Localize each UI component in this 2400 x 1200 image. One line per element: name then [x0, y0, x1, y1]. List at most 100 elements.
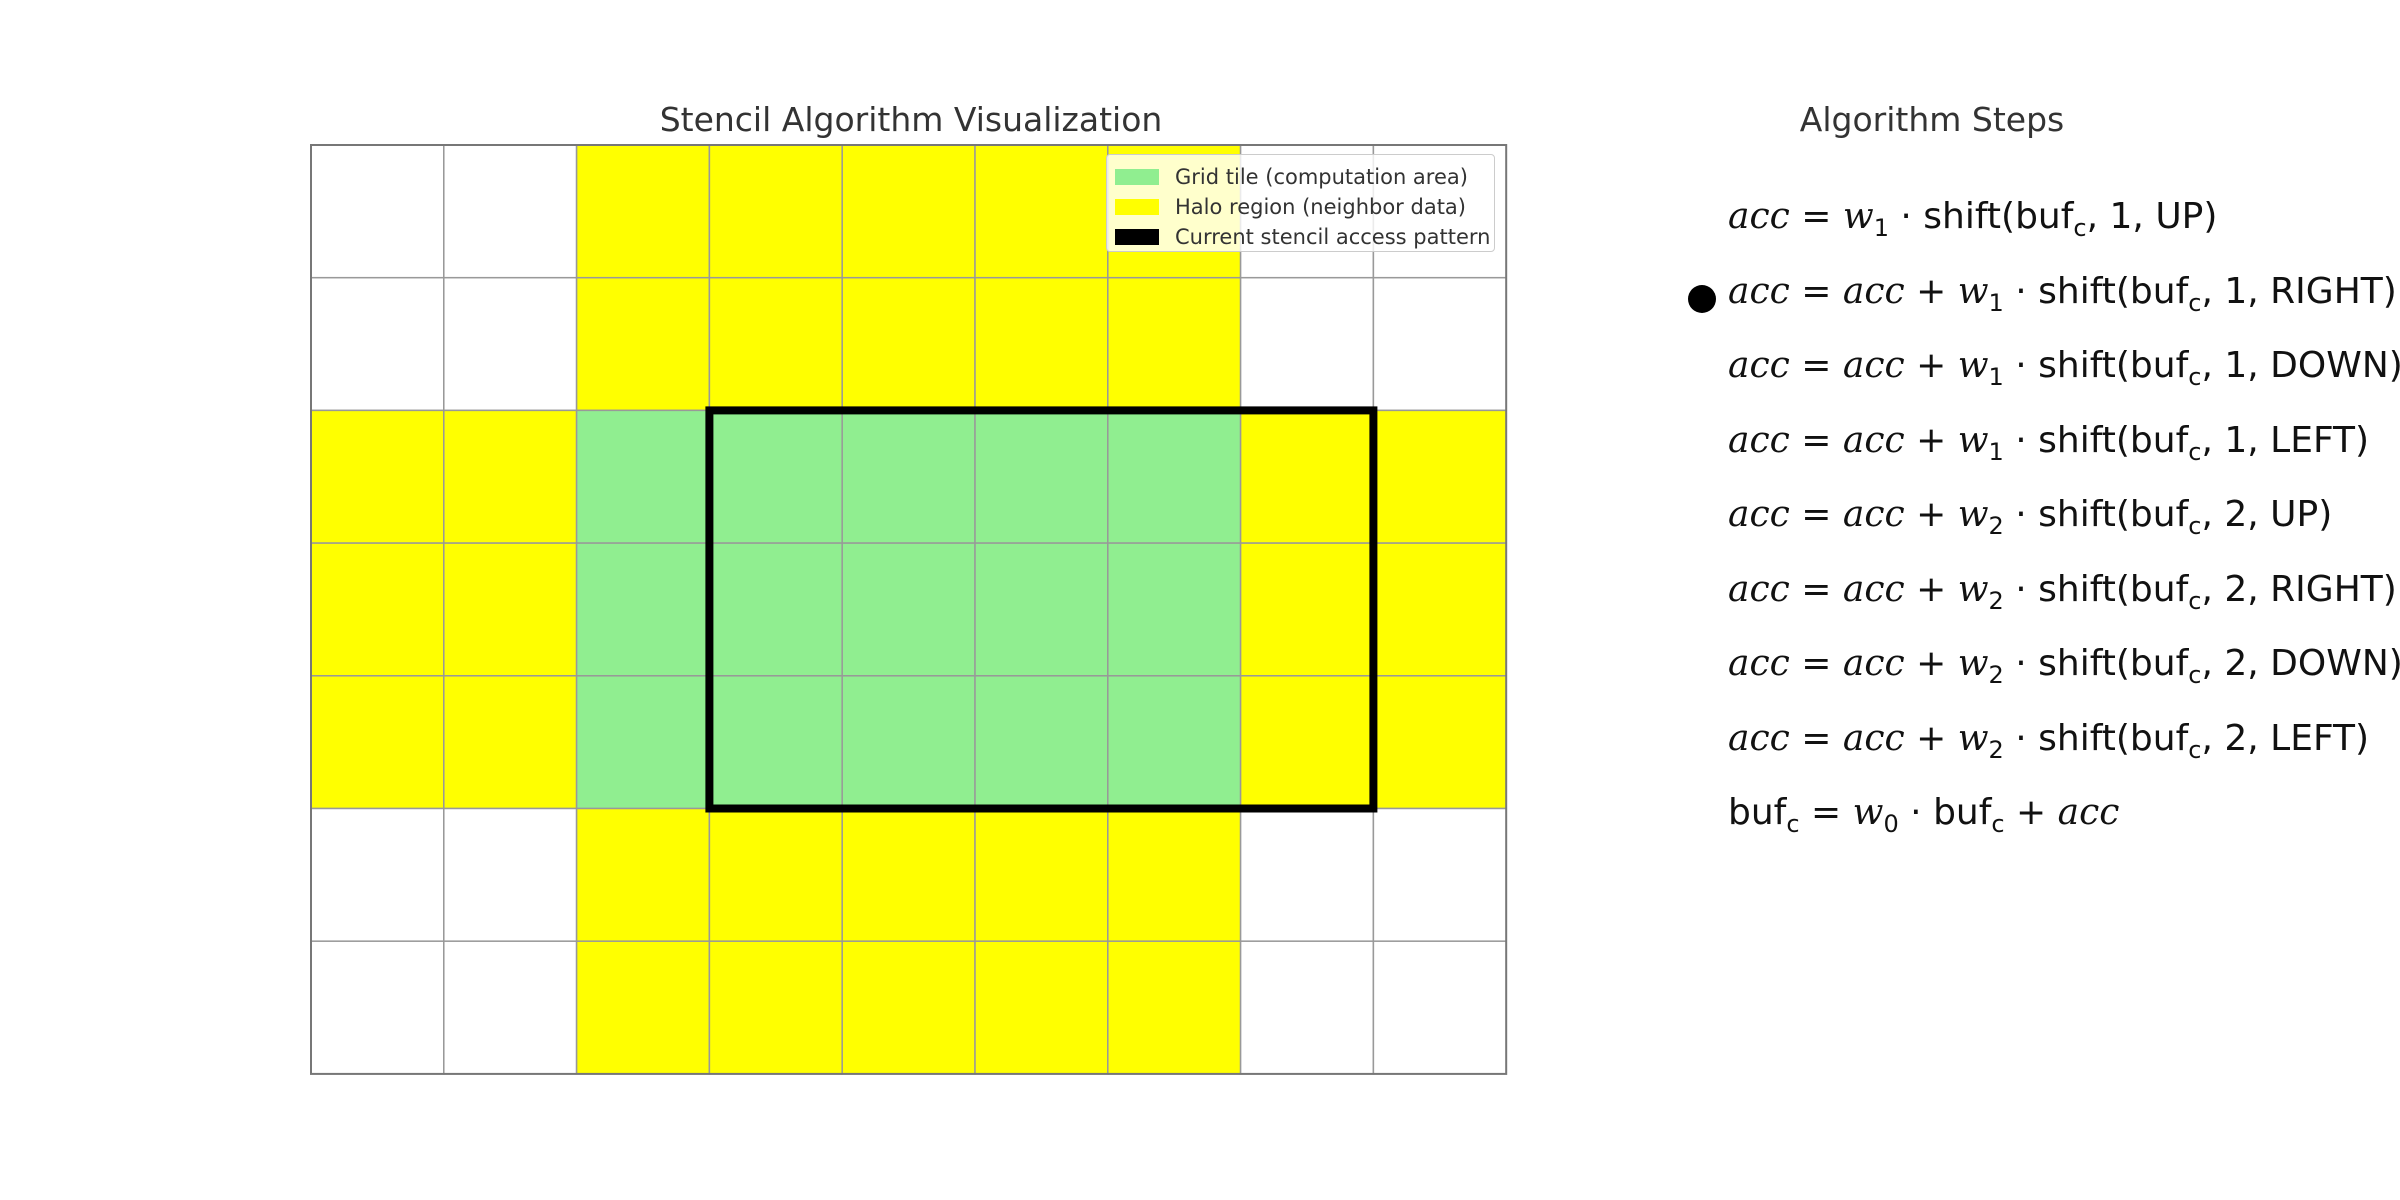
grid-cell-tile — [708, 675, 843, 810]
grid-cell-halo — [1107, 276, 1242, 412]
step-weight-index: 2 — [1988, 735, 2004, 764]
step-shift-amount: 1 — [2109, 196, 2133, 237]
step-weight-index: 2 — [1988, 512, 2004, 540]
current-step-marker-icon — [1688, 284, 1716, 313]
grid-cell-halo — [443, 409, 578, 544]
step-weight-index: 1 — [1988, 437, 2004, 466]
algorithm-steps-list: acc = w1 · shift(bufc, 1, UP) acc = acc +… — [1688, 196, 2400, 867]
grid-cell-empty — [443, 940, 578, 1075]
step-weight: w — [1957, 345, 1989, 386]
algorithm-step: acc = acc + w1 · shift(bufc, 1, LEFT) — [1728, 419, 2370, 466]
algorithm-step: acc = w1 · shift(bufc, 1, UP) — [1728, 196, 2218, 242]
grid-cell-tile — [708, 409, 843, 544]
grid-cell-tile — [841, 542, 976, 677]
grid-cell-empty — [443, 807, 578, 942]
grid-cell-halo — [974, 276, 1109, 412]
grid-cell-tile — [841, 409, 976, 544]
grid-cell-halo — [974, 144, 1109, 279]
step-weight-index: 1 — [1988, 288, 2004, 317]
step-lhs: acc — [1728, 717, 1790, 759]
grid-cell-halo — [708, 807, 843, 942]
step-acc-term: acc — [1842, 643, 1905, 684]
grid-cell-halo — [841, 807, 976, 942]
step-direction: LEFT — [2270, 717, 2356, 759]
grid-cell-halo — [1107, 807, 1242, 942]
final-buf-term: buf — [1933, 792, 1992, 833]
final-buf-term-index: c — [1991, 810, 2005, 838]
algorithm-step: acc = acc + w1 · shift(bufc, 1, RIGHT) — [1688, 270, 2397, 346]
grid-cell-empty — [443, 276, 578, 412]
algorithm-step: acc = acc + w2 · shift(bufc, 2, LEFT) — [1728, 717, 2370, 764]
grid-cell-halo — [575, 940, 711, 1075]
algorithm-step: acc = acc + w2 · shift(bufc, 2, DOWN) — [1728, 643, 2400, 689]
grid-cell-tile — [575, 409, 711, 544]
step-direction: LEFT — [2270, 419, 2356, 461]
grid-cell-halo — [575, 807, 711, 942]
step-acc-term: acc — [1842, 345, 1905, 386]
grid-cell-halo — [310, 542, 445, 677]
grid-cell-halo — [310, 409, 445, 544]
step-lhs: acc — [1728, 270, 1790, 312]
grid-cell-halo — [575, 276, 711, 412]
grid-cell-empty — [1372, 807, 1507, 942]
step-weight: w — [1957, 643, 1989, 684]
legend-label-halo: Halo region (neighbor data) — [1175, 195, 1466, 219]
legend: Grid tile (computation area) Halo region… — [1106, 154, 1495, 252]
grid-cell-halo — [443, 675, 578, 810]
step-weight-index: 1 — [1988, 363, 2004, 391]
grid-cell-halo — [708, 144, 843, 279]
grid-cell-halo — [443, 542, 578, 677]
step-weight-index: 1 — [1873, 214, 1889, 242]
grid-cell-halo — [310, 675, 445, 810]
step-weight: w — [1957, 568, 1989, 610]
grid-cell-empty — [310, 807, 445, 942]
grid-cell-halo — [974, 940, 1109, 1075]
grid-cell-halo — [841, 276, 976, 412]
grid-cell-halo — [575, 144, 711, 279]
legend-swatch-stencil — [1115, 229, 1159, 245]
step-lhs: acc — [1728, 196, 1790, 237]
grid-cell-empty — [1372, 940, 1507, 1075]
final-buf: buf — [1728, 792, 1787, 833]
grid-cell-halo — [1239, 675, 1375, 810]
final-acc: acc — [2057, 792, 2120, 833]
step-shift-amount: 2 — [2224, 494, 2248, 535]
step-shift-amount: 2 — [2224, 643, 2248, 684]
grid-cell-halo — [1372, 409, 1507, 544]
grid-cell-tile — [974, 542, 1109, 677]
step-direction: RIGHT — [2270, 568, 2383, 610]
step-shift-amount: 2 — [2224, 568, 2248, 610]
step-shift-amount: 1 — [2224, 270, 2248, 312]
grid-cell-empty — [310, 144, 445, 279]
final-buf-index: c — [1786, 810, 1800, 838]
step-buf-index: c — [2188, 735, 2202, 764]
algorithm-step-final: bufc = w0 · bufc + acc — [1728, 792, 2120, 838]
step-weight: w — [1957, 270, 1989, 312]
step-shift-amount: 1 — [2224, 345, 2248, 386]
legend-swatch-tile — [1115, 169, 1159, 185]
step-acc-term: acc — [1842, 717, 1905, 759]
grid-cell-tile — [841, 675, 976, 810]
step-lhs: acc — [1728, 494, 1790, 535]
step-weight: w — [1957, 717, 1989, 759]
algorithm-step: acc = acc + w2 · shift(bufc, 2, UP) — [1728, 494, 2333, 540]
step-acc-term: acc — [1842, 568, 1905, 610]
step-direction: UP — [2155, 196, 2204, 237]
legend-item-halo: Halo region (neighbor data) — [1115, 192, 1494, 222]
algorithm-step: acc = acc + w2 · shift(bufc, 2, RIGHT) — [1728, 568, 2397, 615]
grid-cell-halo — [1239, 409, 1375, 544]
legend-item-stencil: Current stencil access pattern — [1115, 222, 1494, 252]
algorithm-step: acc = acc + w1 · shift(bufc, 1, DOWN) — [1728, 345, 2400, 391]
grid-cell-empty — [1372, 276, 1507, 412]
legend-item-tile: Grid tile (computation area) — [1115, 162, 1494, 192]
grid-cell-halo — [1107, 940, 1242, 1075]
step-weight: w — [1957, 419, 1989, 461]
step-direction: UP — [2270, 494, 2319, 535]
legend-label-tile: Grid tile (computation area) — [1175, 165, 1468, 189]
step-direction: RIGHT — [2270, 270, 2383, 312]
step-acc-term: acc — [1842, 419, 1905, 461]
grid-cell-empty — [1239, 276, 1375, 412]
step-lhs: acc — [1728, 643, 1790, 684]
step-buf-index: c — [2073, 214, 2087, 242]
